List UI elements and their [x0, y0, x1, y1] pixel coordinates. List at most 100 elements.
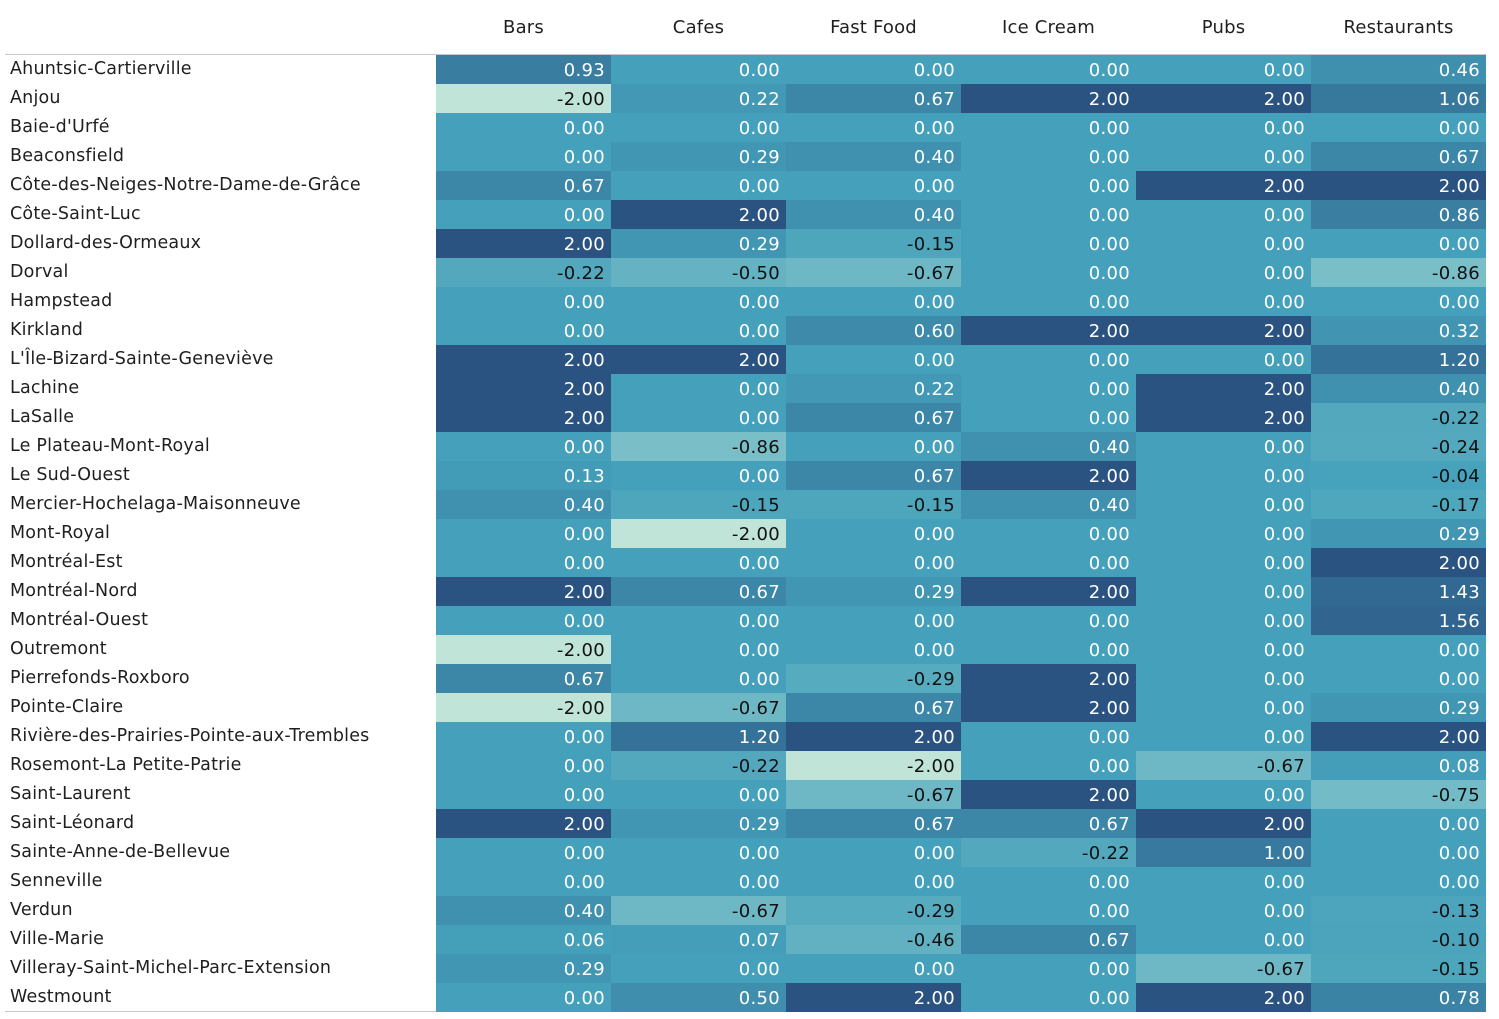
heatmap-cell: 0.00 [786, 345, 961, 374]
cell-value-label: 2.00 [1263, 988, 1305, 1009]
cell-value-label: 0.00 [1088, 408, 1130, 429]
cell-value-label: 0.67 [563, 669, 605, 690]
cell-value-label: 0.00 [738, 292, 780, 313]
cell-value-label: 0.22 [913, 379, 955, 400]
heatmap-cell: 0.00 [611, 113, 786, 142]
heatmap-cell: 2.00 [611, 345, 786, 374]
cell-value-label: 0.67 [1088, 930, 1130, 951]
heatmap-cell: -0.67 [611, 693, 786, 722]
cell-value-label: 0.00 [1088, 988, 1130, 1009]
cell-value-label: 0.22 [738, 89, 780, 110]
row-label: Côte-des-Neiges-Notre-Dame-de-Grâce [10, 175, 361, 195]
heatmap-cell: 0.00 [1136, 229, 1311, 258]
row-label: Sainte-Anne-de-Bellevue [10, 842, 231, 862]
row-label: Hampstead [10, 291, 113, 311]
row-label: Westmount [10, 987, 112, 1007]
row-label: Anjou [10, 88, 61, 108]
heatmap-cell: 0.67 [786, 403, 961, 432]
row-label: Lachine [10, 378, 80, 398]
heatmap-cell: -0.50 [611, 258, 786, 287]
heatmap-cell: 1.43 [1311, 577, 1486, 606]
cell-value-label: 1.56 [1438, 611, 1480, 632]
row-label: Mont-Royal [10, 523, 111, 543]
cell-value-label: 2.00 [913, 727, 955, 748]
heatmap-cell: 0.00 [1136, 142, 1311, 171]
heatmap-cell: 0.78 [1311, 983, 1486, 1012]
heatmap-cell: 0.06 [436, 925, 611, 954]
cell-value-label: 0.29 [738, 147, 780, 168]
heatmap-cell: 2.00 [786, 722, 961, 751]
heatmap-cell: 0.00 [436, 142, 611, 171]
heatmap-cell: 0.00 [436, 200, 611, 229]
cell-value-label: 2.00 [1263, 176, 1305, 197]
cell-value-label: 1.00 [1263, 843, 1305, 864]
cell-value-label: 0.00 [738, 843, 780, 864]
cell-value-label: 0.00 [1263, 263, 1305, 284]
heatmap-cell: 2.00 [1136, 374, 1311, 403]
heatmap-cell: 0.00 [1136, 896, 1311, 925]
cell-value-label: 0.00 [563, 872, 605, 893]
row-label: Montréal-Est [10, 552, 123, 572]
cell-value-label: -0.15 [906, 234, 955, 255]
heatmap-cell: 0.67 [786, 693, 961, 722]
cell-value-label: -0.29 [906, 669, 955, 690]
heatmap-cell: 0.00 [1311, 838, 1486, 867]
cell-value-label: 0.00 [913, 524, 955, 545]
heatmap-cell: 2.00 [961, 693, 1136, 722]
heatmap-cell: 0.00 [611, 635, 786, 664]
heatmap-cell: 0.00 [436, 751, 611, 780]
heatmap-cell: 0.00 [786, 171, 961, 200]
heatmap-cell: 0.00 [436, 287, 611, 316]
cell-value-label: 0.00 [1263, 524, 1305, 545]
cell-value-label: -2.00 [906, 756, 955, 777]
cell-value-label: 0.29 [738, 234, 780, 255]
heatmap-cell: 2.00 [436, 809, 611, 838]
cell-value-label: 0.06 [563, 930, 605, 951]
heatmap-cell: 2.00 [1311, 548, 1486, 577]
heatmap-cell: 0.67 [961, 925, 1136, 954]
cell-value-label: 0.00 [1438, 118, 1480, 139]
heatmap-cell: 2.00 [961, 84, 1136, 113]
heatmap-cell: 0.67 [961, 809, 1136, 838]
heatmap-cell: 0.93 [436, 55, 611, 84]
cell-value-label: -0.22 [731, 756, 780, 777]
heatmap-cell: -2.00 [436, 635, 611, 664]
cell-value-label: 0.40 [563, 495, 605, 516]
heatmap-cell: -0.22 [961, 838, 1136, 867]
cell-value-label: 0.00 [1088, 176, 1130, 197]
heatmap-cell: -0.17 [1311, 490, 1486, 519]
cell-value-label: 0.00 [1088, 379, 1130, 400]
heatmap-cell: 0.00 [1136, 461, 1311, 490]
cell-value-label: 0.00 [563, 785, 605, 806]
cell-value-label: 0.00 [913, 611, 955, 632]
cell-value-label: 0.00 [1263, 727, 1305, 748]
heatmap-cell: 2.00 [961, 664, 1136, 693]
heatmap-cell: 2.00 [1136, 809, 1311, 838]
heatmap-cell: 0.00 [611, 664, 786, 693]
heatmap-cell: 0.00 [961, 751, 1136, 780]
cell-value-label: 0.00 [738, 408, 780, 429]
cell-value-label: 0.00 [1088, 901, 1130, 922]
cell-value-label: 0.67 [913, 814, 955, 835]
heatmap-cell: 0.00 [1136, 577, 1311, 606]
cell-value-label: 0.67 [1438, 147, 1480, 168]
heatmap-cell: 0.00 [1136, 258, 1311, 287]
cell-value-label: 0.00 [1088, 611, 1130, 632]
heatmap-cell: 0.00 [436, 722, 611, 751]
heatmap-cell: 0.00 [436, 113, 611, 142]
cell-value-label: 2.00 [1263, 89, 1305, 110]
heatmap-cell: 2.00 [436, 577, 611, 606]
heatmap-cell: 0.29 [611, 809, 786, 838]
heatmap-cell: 0.13 [436, 461, 611, 490]
cell-value-label: 0.00 [1263, 234, 1305, 255]
heatmap-cell: 2.00 [436, 345, 611, 374]
heatmap-cell: 0.00 [611, 316, 786, 345]
heatmap-cell: 2.00 [1136, 316, 1311, 345]
cell-value-label: 0.00 [1438, 640, 1480, 661]
row-label: Saint-Léonard [10, 813, 135, 833]
heatmap-cell: 0.00 [1136, 519, 1311, 548]
cell-value-label: 2.00 [1263, 379, 1305, 400]
heatmap-cell: -0.13 [1311, 896, 1486, 925]
cell-value-label: 0.00 [913, 60, 955, 81]
